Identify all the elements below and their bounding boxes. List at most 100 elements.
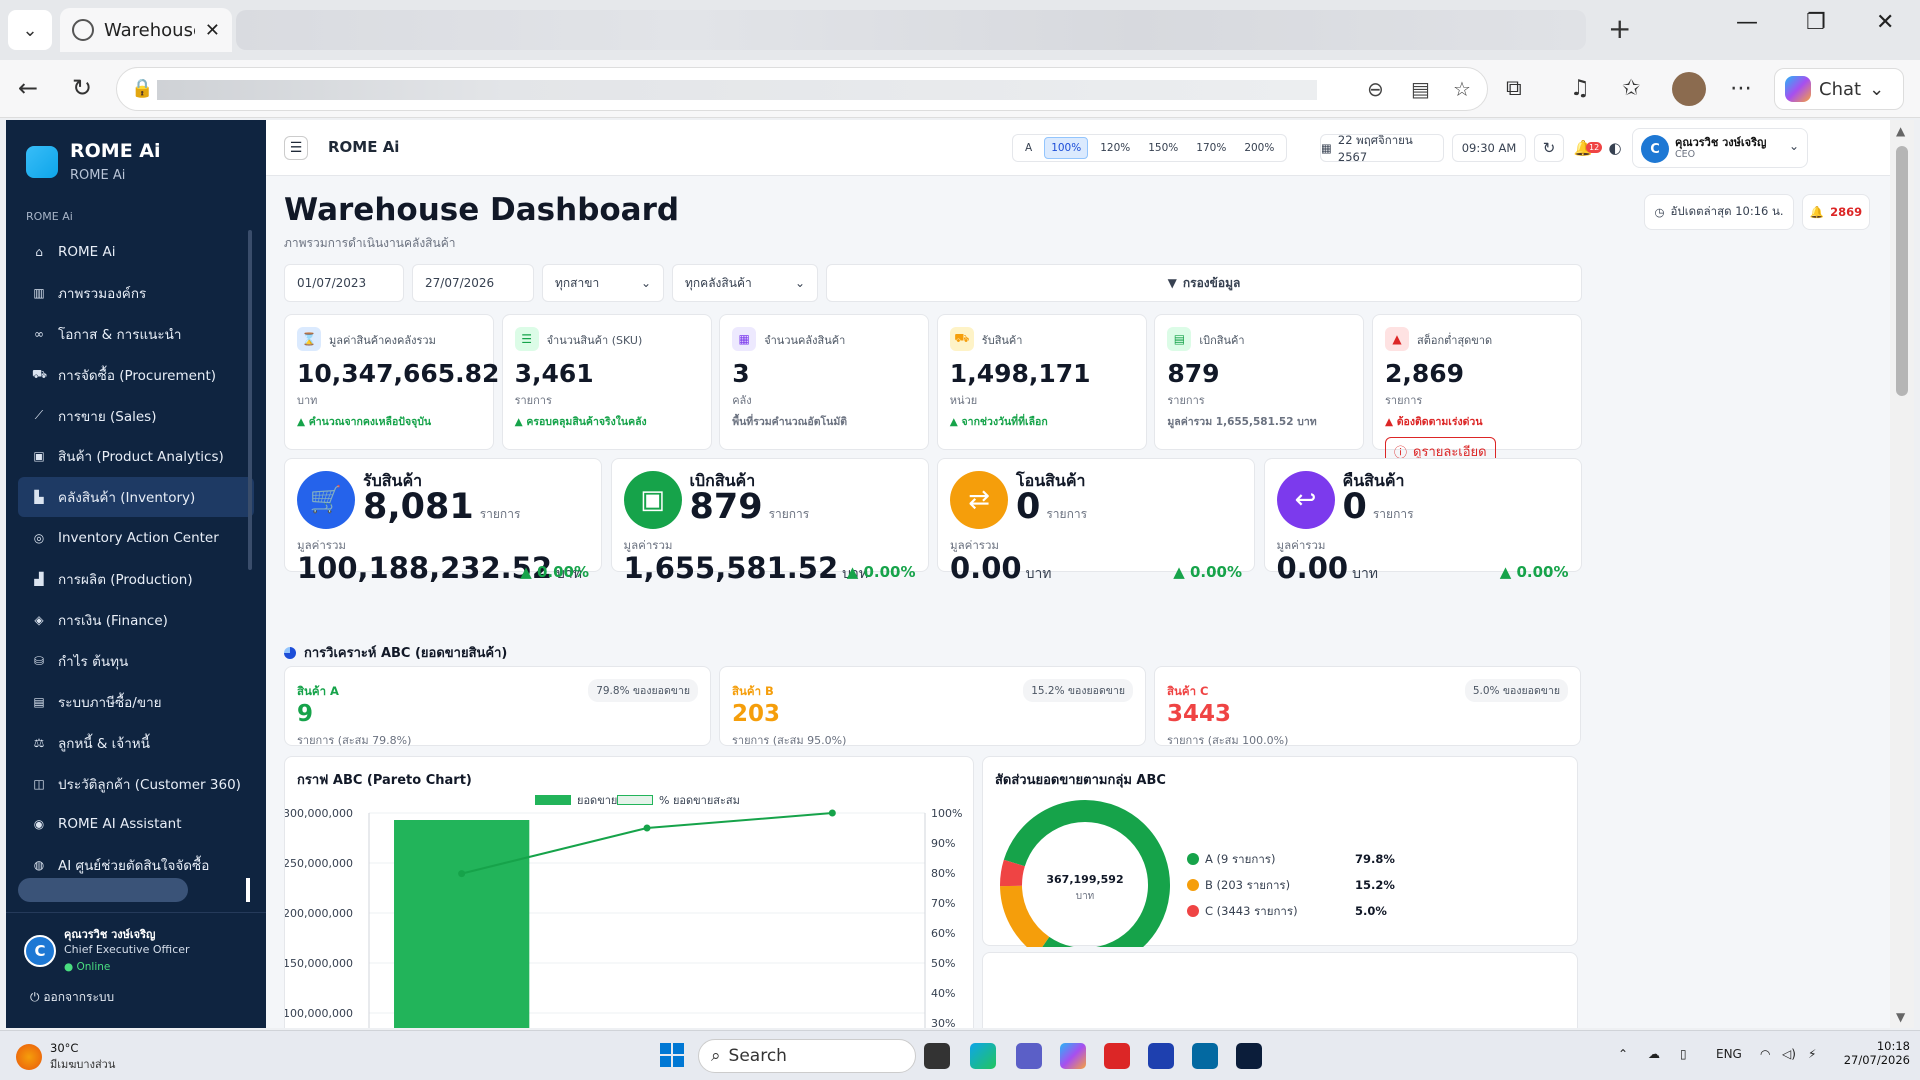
minimize-icon[interactable]: — bbox=[1736, 10, 1758, 35]
copilot-icon[interactable] bbox=[1060, 1043, 1086, 1069]
start-button[interactable] bbox=[660, 1043, 684, 1067]
gift-icon[interactable] bbox=[1104, 1043, 1130, 1069]
zoom-out-icon[interactable]: ⊖ bbox=[1367, 77, 1384, 101]
close-window-icon[interactable]: ✕ bbox=[1876, 10, 1895, 35]
sidebar-horizontal-scrollbar[interactable] bbox=[18, 878, 188, 902]
kpi-value: 2,869 bbox=[1385, 359, 1465, 388]
sidebar-item[interactable]: ▣ สินค้า (Product Analytics) bbox=[18, 436, 254, 476]
robot-icon: ◉ bbox=[33, 817, 45, 832]
new-tab-icon[interactable]: + bbox=[1608, 12, 1632, 45]
kpi-icon: ▦ bbox=[732, 327, 757, 351]
menu-toggle-button[interactable]: ☰ bbox=[284, 136, 308, 160]
edge-icon[interactable] bbox=[970, 1043, 996, 1069]
movement-title: โอนสินค้า bbox=[1016, 471, 1086, 490]
sidebar-item[interactable]: ◎ Inventory Action Center bbox=[18, 518, 254, 558]
page-scrollbar[interactable]: ▲ ▼ bbox=[1890, 120, 1914, 1028]
date-from-input[interactable]: 01/07/2023 bbox=[284, 264, 404, 302]
outlook-icon[interactable] bbox=[1192, 1043, 1218, 1069]
extensions-icon[interactable]: ⧉ bbox=[1506, 76, 1522, 101]
weather-widget[interactable]: 30°C มีเมฆบางส่วน bbox=[16, 1041, 115, 1073]
apply-filter-button[interactable]: ▼ กรองข้อมูล bbox=[826, 264, 1582, 302]
taskbar-clock[interactable]: 10:18 27/07/2026 bbox=[1836, 1039, 1910, 1067]
sidebar-item[interactable]: ⛟ การจัดซื้อ (Procurement) bbox=[18, 355, 254, 395]
favorite-star-icon[interactable]: ☆ bbox=[1453, 77, 1471, 101]
sidebar-item[interactable]: ◉ ROME AI Assistant bbox=[18, 804, 254, 844]
sidebar-user-card: C คุณวรวิช วงษ์เจริญ Chief Executive Off… bbox=[6, 912, 266, 973]
zoom-option-button[interactable]: 120% bbox=[1100, 142, 1131, 154]
scroll-down-icon[interactable]: ▼ bbox=[1896, 1010, 1906, 1024]
sidebar-item-label: กำไร ต้นทุน bbox=[58, 653, 129, 670]
movement-change: ▲ 0.00% bbox=[1173, 563, 1242, 581]
kpi-label: สต็อกต่ำสุดขาด bbox=[1417, 334, 1493, 347]
sidebar-item[interactable]: ▟ การผลิต (Production) bbox=[18, 559, 254, 599]
store-icon[interactable] bbox=[1148, 1043, 1174, 1069]
abc-card: สินค้า C 5.0% ของยอดขาย 3443 รายการ (สะสม 1… bbox=[1154, 666, 1581, 747]
logout-button[interactable]: ⏻ ออกจากระบบ bbox=[30, 988, 114, 1007]
zoom-option-button[interactable]: 150% bbox=[1148, 142, 1179, 154]
user-menu-button[interactable]: C คุณวรวิช วงษ์เจริญ CEO ⌄ bbox=[1632, 128, 1808, 168]
zoom-option-button[interactable]: 100% bbox=[1044, 137, 1089, 159]
sidebar-item-label: ประวัติลูกค้า (Customer 360) bbox=[58, 776, 241, 793]
profile-avatar[interactable] bbox=[1672, 72, 1706, 106]
task-view-icon[interactable] bbox=[924, 1043, 950, 1069]
copilot-chat-button[interactable]: Chat ⌄ bbox=[1774, 68, 1904, 110]
tray-chevron-icon[interactable]: ⌃ bbox=[1618, 1047, 1629, 1061]
sidebar-item[interactable]: ▤ ระบบภาษีซื้อ/ขาย bbox=[18, 682, 254, 722]
media-icon[interactable]: ♫ bbox=[1570, 76, 1590, 101]
onedrive-icon[interactable]: ☁ bbox=[1648, 1047, 1660, 1061]
date-to-input[interactable]: 27/07/2026 bbox=[412, 264, 534, 302]
browser-tab-active[interactable]: Warehouse Dashboard ✕ bbox=[60, 8, 232, 52]
power-plug-icon[interactable]: ⚡ bbox=[1808, 1047, 1817, 1061]
restore-icon[interactable]: ❐ bbox=[1806, 10, 1826, 35]
alerts-button[interactable]: 🔔 2869 bbox=[1802, 194, 1870, 230]
scroll-up-icon[interactable]: ▲ bbox=[1896, 124, 1906, 138]
address-bar[interactable]: 🔒 ⊖ ▤ ☆ bbox=[116, 67, 1488, 111]
abc-share-badge: 15.2% ของยอดขาย bbox=[1023, 679, 1133, 702]
legend-item: ยอดขาย bbox=[535, 791, 617, 809]
notifications-button[interactable]: 🔔 12 bbox=[1568, 134, 1603, 162]
sidebar-item[interactable]: ◫ ประวัติลูกค้า (Customer 360) bbox=[18, 764, 254, 804]
kpi-unit: หน่วย bbox=[949, 394, 978, 407]
cumulative-point bbox=[643, 824, 651, 832]
scrollbar-thumb[interactable] bbox=[1896, 146, 1908, 396]
zoom-option-button[interactable]: 170% bbox=[1196, 142, 1227, 154]
tab-actions-menu-button[interactable]: ⌄ bbox=[8, 10, 52, 50]
photoshop-icon[interactable] bbox=[1236, 1043, 1262, 1069]
close-tab-icon[interactable]: ✕ bbox=[204, 19, 220, 41]
sidebar-item[interactable]: ▙ คลังสินค้า (Inventory) bbox=[18, 477, 254, 518]
movement-title: รับสินค้า bbox=[363, 471, 423, 490]
back-icon[interactable]: ← bbox=[18, 74, 39, 102]
warehouse-select[interactable]: ทุกคลังสินค้า ⌄ bbox=[672, 264, 818, 302]
kpi-icon: ▤ bbox=[1167, 327, 1192, 351]
zoom-option-button[interactable]: 200% bbox=[1244, 142, 1275, 154]
refresh-icon[interactable]: ↻ bbox=[72, 74, 93, 102]
language-indicator[interactable]: ENG bbox=[1716, 1047, 1742, 1061]
sidebar-item[interactable]: ⚖ ลูกหนี้ & เจ้าหนี้ bbox=[18, 723, 254, 763]
sidebar-item[interactable]: ⛁ กำไร ต้นทุน bbox=[18, 641, 254, 681]
sidebar-item[interactable]: ◍ AI ศูนย์ช่วยตัดสินใจจัดซื้อ bbox=[18, 845, 254, 885]
sidebar-item[interactable]: ⟋ การขาย (Sales) bbox=[18, 396, 254, 436]
sidebar-item[interactable]: ◈ การเงิน (Finance) bbox=[18, 600, 254, 640]
theme-toggle-button[interactable]: ◐ bbox=[1600, 134, 1630, 162]
sidebar-section-label: ROME Ai bbox=[26, 210, 73, 223]
sidebar-item[interactable]: ⌂ ROME Ai bbox=[18, 232, 254, 272]
more-icon[interactable]: ⋯ bbox=[1730, 76, 1752, 101]
favorites-icon[interactable]: ✩ bbox=[1622, 76, 1641, 101]
wifi-icon[interactable]: ◠ bbox=[1760, 1047, 1771, 1061]
refresh-button[interactable]: ↻ bbox=[1534, 134, 1564, 162]
reader-icon[interactable]: ▤ bbox=[1411, 77, 1430, 101]
branch-select[interactable]: ทุกสาขา ⌄ bbox=[542, 264, 664, 302]
abc-card: สินค้า A 79.8% ของยอดขาย 9 รายการ (สะสม 79.… bbox=[284, 666, 711, 747]
sidebar-scrollbar[interactable] bbox=[248, 230, 252, 570]
teams-icon[interactable] bbox=[1016, 1043, 1042, 1069]
legend-label: ยอดขาย bbox=[577, 794, 618, 807]
sidebar-item-label: ROME Ai bbox=[58, 244, 116, 260]
volume-icon[interactable]: ◁) bbox=[1782, 1047, 1796, 1061]
y-tick-label-left: 150,000,000 bbox=[285, 957, 353, 970]
sidebar-item[interactable]: ∞ โอกาส & การแนะนำ bbox=[18, 314, 254, 354]
kpi-icon: ⛟ bbox=[949, 327, 974, 351]
battery-icon[interactable]: ▯ bbox=[1680, 1047, 1687, 1061]
movement-count: 0 bbox=[1342, 487, 1367, 527]
sidebar-item[interactable]: ▥ ภาพรวมองค์กร bbox=[18, 273, 254, 313]
taskbar-search[interactable]: ⌕ Search bbox=[698, 1039, 916, 1073]
